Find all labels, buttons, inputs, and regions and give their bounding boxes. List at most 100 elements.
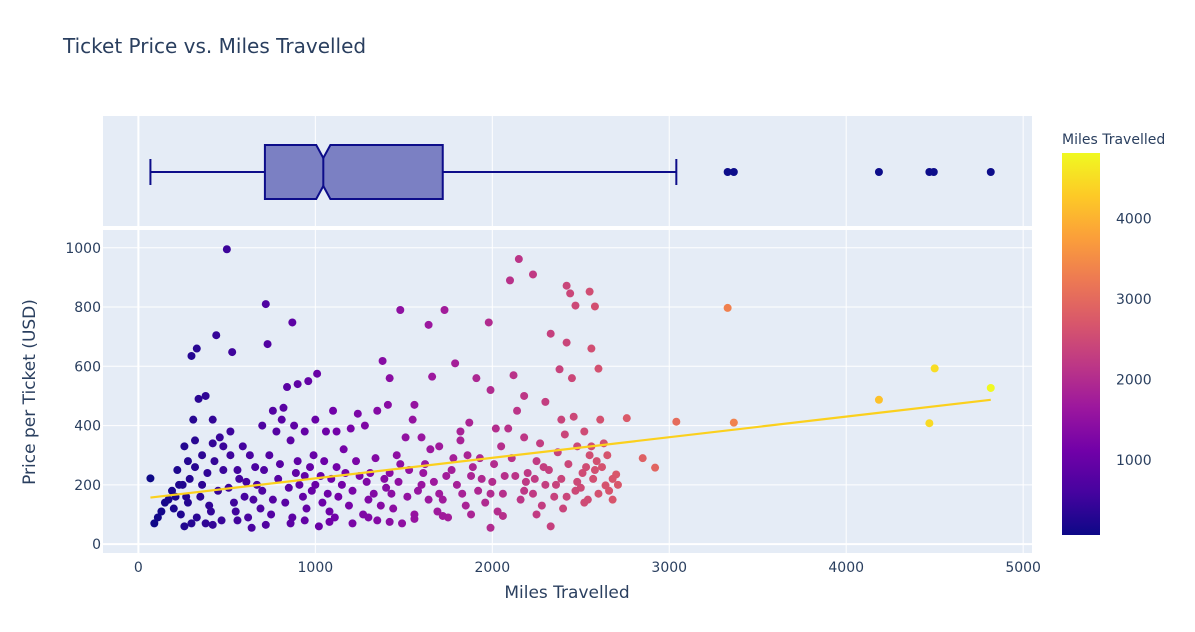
scatter-point (330, 513, 339, 522)
scatter-point (150, 519, 159, 528)
scatter-point (226, 451, 235, 460)
scatter-point (638, 454, 647, 463)
scatter-point (201, 519, 210, 528)
y-tick-label: 800 (74, 300, 101, 316)
scatter-point (233, 466, 242, 475)
scatter-point (212, 331, 221, 340)
colorbar-ticks: 1000 2000 3000 4000 (1116, 212, 1152, 469)
scatter-point (362, 477, 371, 486)
scatter-point (458, 489, 467, 498)
scatter-point (520, 391, 529, 400)
scatter-point (408, 415, 417, 424)
scatter-point (378, 356, 387, 365)
scatter-point (311, 415, 320, 424)
scatter-point (596, 415, 605, 424)
chart-title: Ticket Price vs. Miles Travelled (62, 34, 366, 58)
scatter-point (582, 463, 591, 472)
scatter-point (203, 468, 212, 477)
scatter-point (622, 414, 631, 423)
y-tick-label: 400 (74, 419, 101, 435)
scatter-point (169, 504, 178, 513)
scatter-point (555, 365, 564, 374)
scatter-point (528, 270, 537, 279)
scatter-point (426, 445, 435, 454)
scatter-point (580, 427, 589, 436)
scatter-point (176, 510, 185, 519)
scatter-point (560, 430, 569, 439)
scatter-point (268, 406, 277, 415)
scatter-point (191, 463, 200, 472)
scatter-point (178, 480, 187, 489)
scatter-point (398, 519, 407, 528)
scatter-point (302, 504, 311, 513)
scatter-point (307, 486, 316, 495)
scatter-point (509, 371, 518, 380)
scatter-point (424, 495, 433, 504)
scatter-point (222, 245, 231, 254)
scatter-point (477, 474, 486, 483)
scatter-point (258, 486, 267, 495)
scatter-point (274, 474, 283, 483)
scatter-point (925, 419, 934, 428)
scatter-point (325, 517, 334, 526)
colorbar-tick-label: 2000 (1116, 373, 1152, 389)
scatter-point (516, 495, 525, 504)
scatter-point (242, 477, 251, 486)
scatter-point (290, 421, 299, 430)
scatter-point (605, 486, 614, 495)
scatter-point (263, 340, 272, 349)
scatter-point (419, 468, 428, 477)
scatter-point (532, 457, 541, 466)
scatter-point (251, 463, 260, 472)
scatter-point (410, 400, 419, 409)
scatter-point (157, 507, 166, 516)
scatter-point (235, 474, 244, 483)
x-tick-label: 3000 (651, 560, 687, 576)
scatter-point (608, 474, 617, 483)
scatter-point (587, 344, 596, 353)
scatter-point (314, 522, 323, 531)
scatter-point (247, 523, 256, 532)
scatter-point (210, 457, 219, 466)
scatter-point (498, 511, 507, 520)
scatter-point (486, 489, 495, 498)
scatter-point (389, 504, 398, 513)
scatter-point (277, 415, 286, 424)
scatter-point (373, 516, 382, 525)
scatter-point (208, 415, 217, 424)
scatter-point (396, 306, 405, 315)
scatter-point (194, 394, 203, 403)
scatter-point (546, 522, 555, 531)
scatter-point (300, 427, 309, 436)
scatter-point (541, 397, 550, 406)
scatter-point (309, 451, 318, 460)
scatter-point (424, 320, 433, 329)
scatter-point (559, 504, 568, 513)
scatter-point (256, 504, 265, 513)
scatter-point (537, 501, 546, 510)
scatter-point (320, 457, 329, 466)
scatter-point (385, 374, 394, 383)
scatter-point (550, 492, 559, 501)
scatter-point (344, 501, 353, 510)
scatter-point (334, 492, 343, 501)
scatter-point (403, 492, 412, 501)
scatter-point (245, 451, 254, 460)
scatter-point (238, 442, 247, 451)
scatter-point (279, 403, 288, 412)
scatter-point (293, 457, 302, 466)
scatter-point (373, 406, 382, 415)
scatter-gridlines (103, 230, 1032, 553)
scatter-point (385, 517, 394, 526)
box-outlier (723, 168, 732, 176)
scatter-point (590, 302, 599, 311)
scatter-point (189, 415, 198, 424)
box-outlier (986, 168, 995, 176)
scatter-point (539, 463, 548, 472)
scatter-point (729, 418, 738, 427)
scatter-point (382, 483, 391, 492)
scatter-point (187, 351, 196, 360)
scatter-point (208, 520, 217, 529)
scatter-point (146, 474, 155, 483)
colorbar-title: Miles Travelled (1062, 132, 1165, 148)
